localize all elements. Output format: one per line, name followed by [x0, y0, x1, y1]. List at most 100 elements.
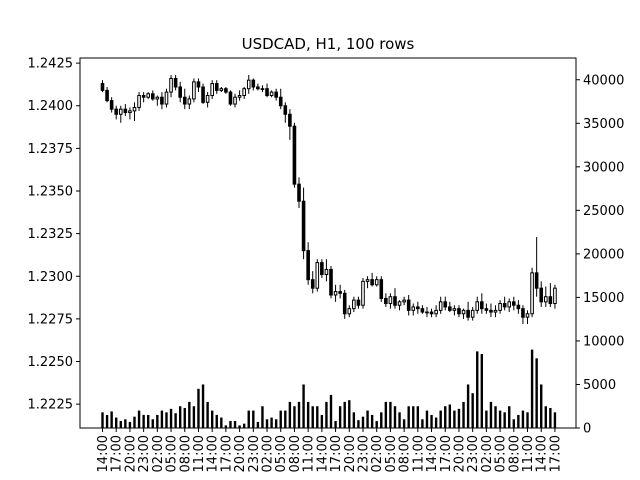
candle-body — [466, 309, 470, 318]
time-tick-label: 05:00 — [384, 435, 399, 472]
volume-bar — [119, 421, 122, 428]
volume-bar — [416, 406, 420, 428]
candle-body — [498, 303, 502, 311]
candle-body — [320, 262, 324, 276]
volume-bar — [274, 419, 278, 428]
price-tick-label: 1.2300 — [28, 270, 74, 285]
volume-bar — [425, 410, 429, 428]
candle-body — [338, 291, 342, 294]
volume-bar — [188, 401, 191, 428]
time-tick-label: 17:00 — [110, 435, 125, 472]
time-tick-label: 08:00 — [507, 435, 522, 472]
volume-tick-label: 40000 — [583, 73, 624, 88]
volume-bar — [453, 410, 456, 428]
candle-body — [265, 88, 269, 97]
volume-bar — [357, 420, 360, 428]
candle-body — [507, 301, 512, 308]
candle-body — [539, 287, 544, 303]
time-tick-label: 23:00 — [466, 435, 481, 472]
candle-body — [443, 301, 448, 308]
time-tick-label: 02:00 — [261, 435, 276, 472]
volume-tick-label: 10000 — [583, 334, 624, 349]
candle-body — [493, 309, 498, 313]
candle-body — [278, 96, 283, 107]
time-tick-label: 05:00 — [494, 435, 509, 472]
candle-body — [228, 91, 233, 105]
candle-body — [516, 304, 521, 310]
time-tick-label: 20:00 — [233, 435, 248, 472]
volume-bar — [242, 423, 246, 428]
volume-bar — [343, 401, 346, 428]
time-tick-label: 02:00 — [480, 435, 495, 472]
candle-body — [210, 83, 214, 97]
volume-bar — [457, 408, 461, 428]
volume-bar — [192, 406, 196, 428]
volume-tick-label: 15000 — [583, 291, 624, 306]
volume-bar — [284, 410, 287, 428]
candle-body — [306, 250, 310, 281]
time-tick-label: 23:00 — [356, 435, 371, 472]
volume-bar — [530, 349, 534, 428]
candle-body — [502, 303, 507, 308]
candle-body — [324, 268, 329, 276]
candle-body — [370, 279, 374, 286]
volume-bar — [220, 417, 223, 428]
candle-body — [256, 86, 260, 90]
volume-bar — [210, 410, 214, 428]
volume-bar — [334, 421, 337, 428]
volume-bar — [526, 412, 529, 428]
candle-body — [242, 88, 246, 97]
volume-bar — [540, 384, 543, 428]
volume-bar — [553, 412, 557, 428]
volume-bar — [316, 406, 319, 428]
candle-body — [132, 106, 137, 112]
candle-body — [402, 299, 406, 303]
time-axis: 14:0017:0020:0023:0002:0005:0008:0011:00… — [96, 428, 563, 472]
price-tick-label: 1.2250 — [28, 355, 74, 370]
candle-body — [475, 301, 480, 311]
candle-body — [525, 313, 530, 318]
candle-body — [333, 291, 338, 296]
volume-bar — [151, 419, 154, 428]
volume-bar — [233, 421, 237, 428]
volume-bar — [165, 412, 168, 428]
volume-bar — [288, 401, 292, 428]
time-tick-label: 17:00 — [329, 435, 344, 472]
candle-body — [260, 88, 265, 90]
volume-bar — [297, 401, 301, 428]
volume-bar — [476, 351, 479, 428]
volume-bar — [462, 401, 465, 428]
volume-bar — [124, 419, 127, 428]
candle-body — [342, 292, 347, 315]
candle-body — [269, 91, 274, 97]
candle-body — [457, 308, 461, 315]
volume-bar — [178, 406, 182, 428]
candle-body — [374, 279, 379, 286]
candle-body — [438, 301, 443, 311]
candle-body — [553, 287, 557, 305]
time-tick-label: 14:00 — [425, 435, 440, 472]
time-tick-label: 02:00 — [370, 435, 385, 472]
time-tick-label: 08:00 — [288, 435, 303, 472]
time-tick-label: 14:00 — [96, 435, 111, 472]
volume-bar — [489, 401, 493, 428]
volume-bar — [480, 354, 484, 428]
candle-body — [484, 308, 489, 311]
volume-bar — [229, 421, 232, 428]
price-tick-label: 1.2375 — [28, 142, 74, 157]
time-tick-label: 20:00 — [452, 435, 467, 472]
candle-body — [297, 183, 301, 202]
volume-axis: 0 5000 10000 15000 20000 25000 30000 35000 40000 — [576, 73, 624, 437]
volume-bar — [160, 410, 164, 428]
candle-body — [384, 297, 388, 305]
volume-bar — [407, 406, 410, 428]
volume-bar — [361, 416, 365, 428]
candle-body — [224, 88, 228, 93]
candle-body — [310, 279, 315, 289]
time-tick-label: 23:00 — [247, 435, 262, 472]
candle-body — [169, 77, 173, 93]
volume-bar — [521, 410, 525, 428]
candle-body — [123, 108, 128, 114]
candle-body — [347, 308, 352, 315]
candle-body — [246, 79, 251, 90]
